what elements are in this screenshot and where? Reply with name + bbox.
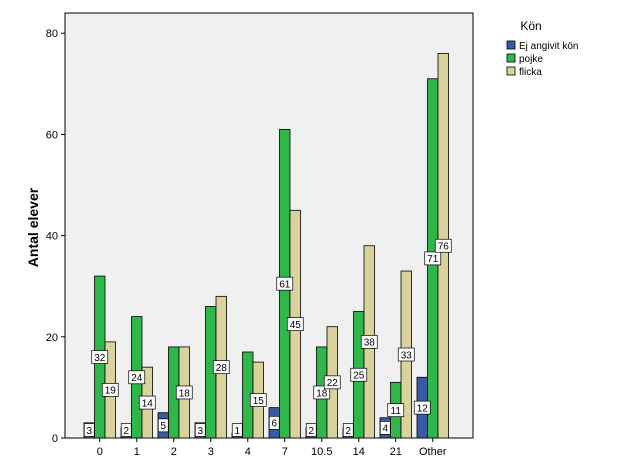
data-label-box: [387, 403, 405, 418]
x-tick-label: 2: [171, 446, 177, 458]
y-tick-label: 20: [46, 332, 58, 344]
data-label: 33: [401, 350, 413, 361]
data-label-box: [138, 395, 156, 410]
data-label: 2: [308, 426, 314, 437]
data-label: 14: [142, 398, 154, 409]
x-tick-label: 0: [97, 446, 103, 458]
data-label-box: [157, 418, 169, 433]
data-label: 2: [123, 426, 129, 437]
data-label-box: [397, 347, 415, 362]
x-tick-label: 1: [134, 446, 140, 458]
data-label: 71: [427, 254, 439, 265]
x-tick-label: 4: [245, 446, 251, 458]
data-label-box: [212, 360, 230, 375]
data-label: 22: [327, 378, 339, 389]
x-tick-label: 21: [390, 446, 402, 458]
y-tick-label: 0: [52, 433, 58, 445]
data-label: 6: [271, 419, 277, 430]
x-tick-label: 7: [282, 446, 288, 458]
data-label-box: [249, 393, 267, 407]
data-label-box: [323, 375, 341, 390]
data-label-box: [231, 423, 243, 437]
data-label: 15: [253, 396, 265, 407]
data-label-box: [175, 385, 193, 400]
legend-entry: flicka: [519, 67, 542, 78]
legend-entry: pojke: [519, 54, 543, 65]
data-label: 32: [94, 353, 106, 364]
data-label: 19: [105, 386, 117, 397]
data-label: 1: [234, 426, 240, 437]
data-label: 28: [216, 363, 228, 374]
data-label: 61: [279, 279, 291, 290]
data-label: 2: [345, 426, 351, 437]
data-label-group: 3321922414518328115661452182222538411331…: [83, 238, 452, 437]
data-label-box: [128, 370, 146, 385]
x-axis-ticks: 0 1 2 3 4 7 10.5 14 21 Other: [97, 438, 447, 458]
data-label: 12: [417, 403, 429, 414]
y-axis: 0 20 40 60 80: [46, 28, 65, 445]
x-tick-label: Other: [419, 446, 447, 458]
data-label: 18: [316, 388, 328, 399]
x-tick-label: 3: [208, 446, 214, 458]
y-axis-title: Antal elever: [25, 187, 41, 267]
data-label-box: [413, 400, 431, 415]
data-label-box: [360, 335, 378, 349]
x-tick-label: 14: [353, 446, 365, 458]
data-label: 45: [290, 320, 302, 331]
data-label: 25: [353, 371, 365, 382]
legend-title: Kön: [520, 19, 541, 33]
data-label-box: [194, 423, 206, 437]
y-tick-label: 40: [46, 231, 58, 243]
legend-entry: Ej angivit kön: [519, 41, 578, 52]
legend: Kön Ej angivit kön pojke flicka: [506, 19, 578, 78]
data-label: 5: [160, 421, 166, 432]
legend-swatch: [506, 66, 516, 76]
data-label-box: [434, 238, 452, 253]
data-label-box: [101, 383, 119, 397]
data-label-box: [120, 423, 132, 437]
data-label: 18: [179, 388, 191, 399]
data-label-box: [91, 350, 109, 364]
data-label-box: [424, 251, 442, 266]
x-tick-label: 10.5: [311, 446, 332, 458]
data-label: 3: [197, 426, 203, 437]
data-label-box: [276, 276, 294, 291]
y-tick-label: 80: [46, 28, 58, 40]
legend-swatch: [506, 40, 516, 50]
data-label: 11: [391, 406, 402, 417]
data-label-box: [268, 415, 280, 430]
data-label: 38: [364, 338, 376, 349]
data-label-box: [305, 423, 317, 437]
data-label: 4: [382, 424, 388, 435]
data-label-box: [83, 423, 95, 437]
y-tick-label: 60: [46, 129, 58, 141]
data-label-box: [313, 385, 331, 400]
legend-swatch: [506, 53, 516, 63]
data-label: 76: [438, 242, 450, 253]
data-label-box: [342, 423, 354, 437]
data-label: 24: [131, 373, 143, 384]
data-label-box: [379, 421, 391, 435]
data-label-box: [350, 367, 368, 382]
data-label-box: [286, 317, 304, 332]
data-label: 3: [86, 426, 92, 437]
